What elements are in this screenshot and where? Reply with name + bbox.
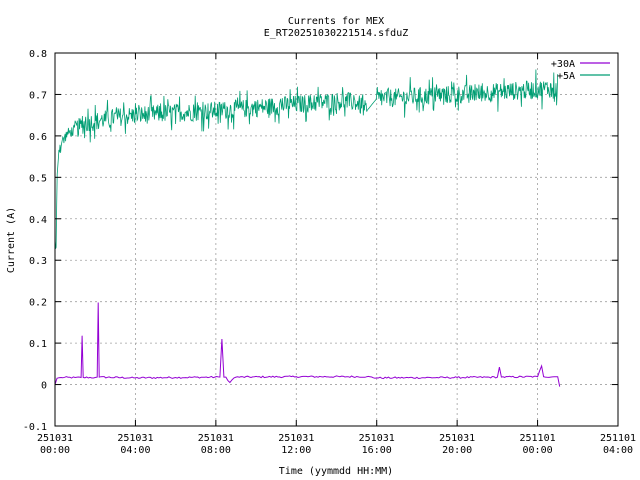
legend-label-30a: +30A <box>551 59 575 70</box>
chart-subtitle: E_RT20251030221514.sfduZ <box>264 28 409 39</box>
chart-title: Currents for MEX <box>288 16 384 27</box>
series-lines <box>54 69 561 387</box>
x-tick-label-date: 251101 <box>600 433 636 444</box>
y-tick-label: 0.7 <box>29 90 47 101</box>
x-tick-label-time: 08:00 <box>201 445 231 456</box>
plot-area <box>54 52 619 427</box>
y-tick-label: 0.4 <box>29 215 47 226</box>
x-tick-label-time: 12:00 <box>281 445 311 456</box>
y-tick-label: 0.1 <box>29 339 47 350</box>
series-line-5a <box>54 69 559 249</box>
y-tick-label: 0.5 <box>29 173 47 184</box>
x-tick-label-date: 251101 <box>520 433 556 444</box>
axis-ticks: -0.100.10.20.30.40.50.60.70.825103100:00… <box>23 49 636 456</box>
x-tick-label-time: 20:00 <box>442 445 472 456</box>
y-axis-label: Current (A) <box>6 207 17 273</box>
x-tick-label-time: 16:00 <box>362 445 392 456</box>
y-tick-label: -0.1 <box>23 422 47 433</box>
y-tick-label: 0 <box>41 381 47 392</box>
y-tick-label: 0.6 <box>29 132 47 143</box>
y-tick-label: 0.8 <box>29 49 47 60</box>
x-axis-label: Time (yymmdd HH:MM) <box>279 466 393 477</box>
x-tick-label-time: 00:00 <box>40 445 70 456</box>
x-tick-label-date: 251031 <box>278 433 314 444</box>
x-tick-label-time: 04:00 <box>603 445 633 456</box>
grid-lines <box>55 53 618 426</box>
x-tick-label-time: 00:00 <box>523 445 553 456</box>
legend-label-5a: +5A <box>557 71 575 82</box>
x-tick-label-date: 251031 <box>117 433 153 444</box>
y-tick-label: 0.3 <box>29 256 47 267</box>
series-line-30a <box>54 302 561 387</box>
x-tick-label-time: 04:00 <box>120 445 150 456</box>
x-tick-label-date: 251031 <box>359 433 395 444</box>
y-tick-label: 0.2 <box>29 298 47 309</box>
x-tick-label-date: 251031 <box>37 433 73 444</box>
legend: +30A +5A <box>551 59 610 82</box>
x-tick-label-date: 251031 <box>198 433 234 444</box>
x-tick-label-date: 251031 <box>439 433 475 444</box>
